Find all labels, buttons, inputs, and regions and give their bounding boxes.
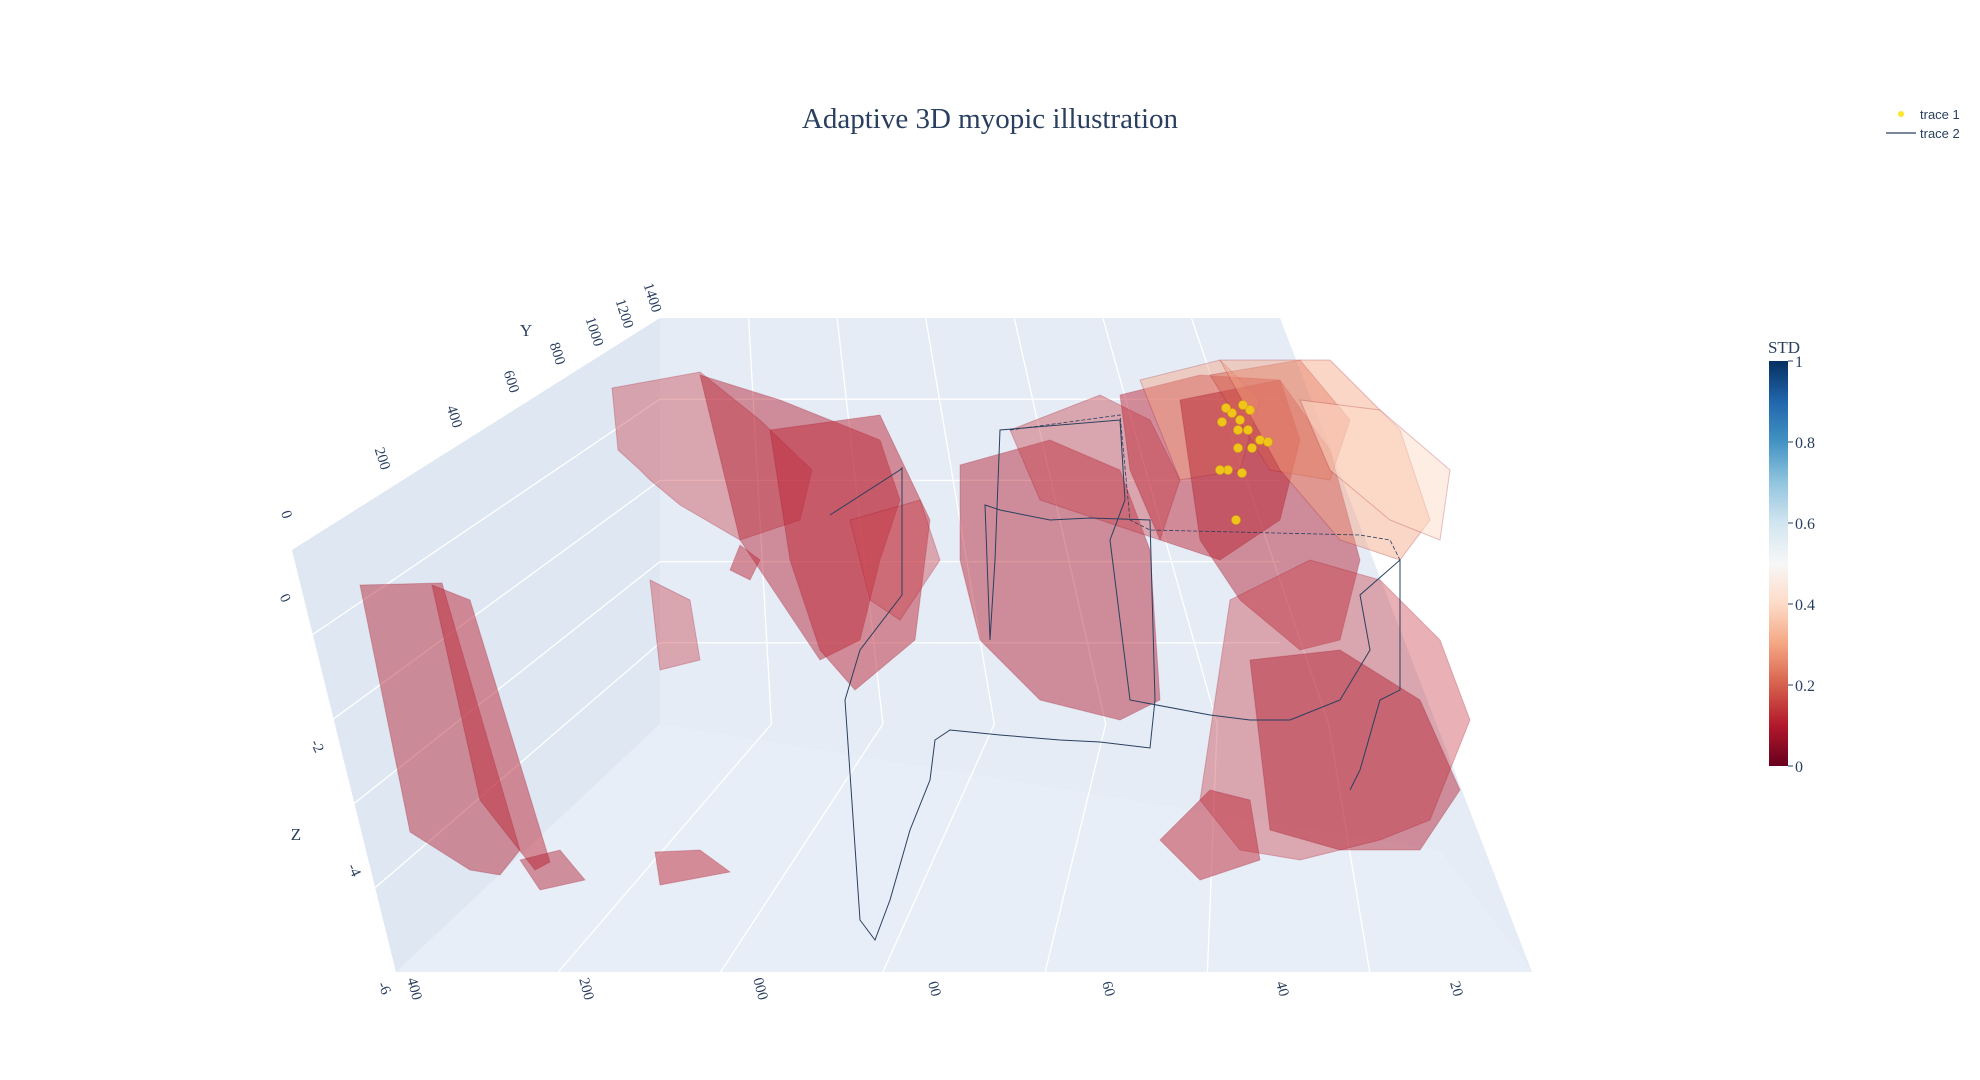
scene-floor bbox=[396, 724, 1532, 972]
surface-patch bbox=[1139, 359, 1261, 481]
data-point[interactable] bbox=[1247, 443, 1257, 453]
surface-patch bbox=[359, 582, 521, 876]
chart-title: Adaptive 3D myopic illustration bbox=[802, 103, 1179, 135]
surface-patch bbox=[959, 439, 1161, 721]
z-tick-label: -2 bbox=[307, 737, 327, 755]
colorbar-tick-label: 0.6 bbox=[1795, 516, 1815, 533]
z-tick-label: -6 bbox=[374, 979, 394, 998]
y-tick-label: 1400 bbox=[640, 281, 664, 314]
colorbar-title: STD bbox=[1768, 338, 1800, 357]
colorbar-tick-label: 0.4 bbox=[1795, 597, 1815, 614]
gridline bbox=[353, 561, 661, 804]
x-tick-label: 200 bbox=[575, 976, 596, 1002]
trace-2-line bbox=[829, 414, 1401, 942]
y-axis-title: Y bbox=[520, 321, 532, 340]
x-tick-label: 60 bbox=[1098, 980, 1117, 999]
z-axis-title: Z bbox=[291, 825, 301, 844]
x-tick-label: 20 bbox=[1446, 980, 1465, 999]
gridline bbox=[925, 317, 995, 725]
data-point[interactable] bbox=[1245, 405, 1255, 415]
y-tick-label: 600 bbox=[500, 369, 522, 395]
y-tick-label: 400 bbox=[443, 404, 465, 430]
colorbar: STD 0 0.2 0.4 0.6 0.8 1 bbox=[1768, 338, 1815, 776]
data-point[interactable] bbox=[1217, 417, 1227, 427]
x-tick-label: 400 bbox=[403, 976, 424, 1002]
surface-patch bbox=[1159, 789, 1261, 881]
gridline bbox=[1327, 723, 1371, 973]
surface-patch bbox=[431, 584, 551, 871]
surface-patch bbox=[849, 499, 941, 621]
data-point[interactable] bbox=[1237, 468, 1247, 478]
surface-patch bbox=[611, 371, 813, 541]
z-tick-label: -4 bbox=[344, 861, 364, 880]
surface-trace bbox=[359, 359, 1471, 891]
gridline bbox=[1013, 317, 1107, 725]
legend-item-trace-1[interactable]: trace 1 bbox=[1898, 107, 1960, 122]
gridline bbox=[1044, 723, 1107, 973]
colorbar-tick-label: 1 bbox=[1795, 354, 1803, 371]
data-point[interactable] bbox=[1243, 425, 1253, 435]
trace-1-markers bbox=[1215, 400, 1273, 525]
gridline bbox=[312, 398, 661, 635]
x-tick-label: 000 bbox=[749, 976, 770, 1002]
data-point[interactable] bbox=[1233, 425, 1243, 435]
surface-patch bbox=[1299, 399, 1451, 541]
data-point[interactable] bbox=[1233, 443, 1243, 453]
data-point[interactable] bbox=[1238, 400, 1248, 410]
gridline bbox=[333, 479, 661, 720]
data-point[interactable] bbox=[1235, 415, 1245, 425]
surface-patch bbox=[769, 414, 931, 691]
legend-label: trace 2 bbox=[1920, 126, 1960, 141]
data-point[interactable] bbox=[1215, 465, 1225, 475]
z-tick-label: 0 bbox=[276, 592, 294, 606]
trace-2-line bbox=[1009, 414, 1401, 561]
gridline bbox=[747, 317, 773, 725]
y-tick-label: 1000 bbox=[582, 315, 606, 348]
surface-patch bbox=[729, 544, 761, 581]
data-point[interactable] bbox=[1231, 515, 1241, 525]
y-tick-label: 800 bbox=[546, 341, 568, 367]
legend-marker-icon bbox=[1898, 111, 1904, 117]
surface-patch bbox=[1179, 379, 1361, 651]
surface-patch bbox=[1119, 374, 1301, 561]
data-point[interactable] bbox=[1221, 403, 1231, 413]
legend-item-trace-2[interactable]: trace 2 bbox=[1886, 126, 1960, 141]
surface-patch bbox=[654, 849, 732, 886]
y-tick-label: 200 bbox=[371, 446, 393, 472]
y-tick-label: 0 bbox=[277, 509, 295, 521]
surface-patch bbox=[519, 849, 586, 891]
legend-label: trace 1 bbox=[1920, 107, 1960, 122]
colorbar-gradient bbox=[1769, 361, 1788, 766]
surface-patch bbox=[649, 579, 701, 671]
gridline bbox=[557, 723, 772, 973]
colorbar-tick-label: 0.8 bbox=[1795, 435, 1815, 452]
data-point[interactable] bbox=[1263, 437, 1273, 447]
y-tick-label: 1200 bbox=[612, 297, 636, 330]
colorbar-tick-label: 0.2 bbox=[1795, 678, 1815, 695]
data-point[interactable] bbox=[1223, 465, 1233, 475]
x-tick-label: 00 bbox=[924, 980, 943, 999]
gridline bbox=[720, 723, 884, 973]
legend[interactable]: trace 1 trace 2 bbox=[1886, 107, 1960, 141]
colorbar-tick-label: 0 bbox=[1795, 759, 1803, 776]
trace-2-line bbox=[829, 419, 1401, 942]
x-tick-label: 40 bbox=[1272, 980, 1291, 999]
surface-patch bbox=[1249, 649, 1461, 851]
data-point[interactable] bbox=[1255, 435, 1265, 445]
gridline bbox=[882, 723, 995, 973]
